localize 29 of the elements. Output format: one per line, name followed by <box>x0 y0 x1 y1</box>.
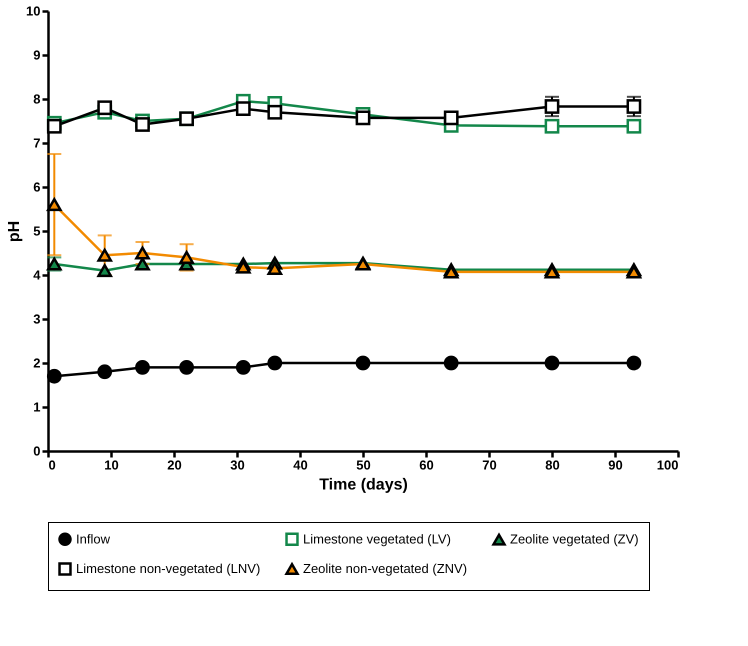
legend-label: Zeolite non-vegetated (ZNV) <box>303 561 468 576</box>
x-tick-label: 100 <box>656 458 678 472</box>
x-tick-label: 90 <box>608 458 623 472</box>
x-tick-label: 30 <box>230 458 245 472</box>
x-tick-label: 60 <box>419 458 434 472</box>
y-axis-title: pH <box>6 220 24 242</box>
y-tick-label: 2 <box>33 356 40 370</box>
legend-label: Limestone vegetated (LV) <box>303 531 451 546</box>
y-tick-label: 5 <box>33 224 40 238</box>
x-tick-label: 0 <box>48 458 56 472</box>
y-tick-label: 6 <box>33 180 40 194</box>
y-tick-label: 4 <box>33 268 42 282</box>
legend-label: Limestone non-vegetated (LNV) <box>76 561 260 576</box>
y-tick-label: 1 <box>33 400 40 414</box>
y-tick-label: 3 <box>33 312 40 326</box>
x-tick-label: 20 <box>167 458 182 472</box>
x-tick-label: 40 <box>293 458 308 472</box>
x-tick-label: 50 <box>356 458 371 472</box>
x-tick-label: 80 <box>545 458 560 472</box>
y-tick-label: 8 <box>33 92 40 106</box>
y-tick-label: 10 <box>26 4 40 18</box>
y-tick-label: 9 <box>33 48 40 62</box>
legend-label: Zeolite vegetated (ZV) <box>510 532 639 547</box>
x-axis-title: Time (days) <box>319 476 408 494</box>
legend-label: Inflow <box>76 531 111 546</box>
x-tick-label: 10 <box>104 458 119 472</box>
y-tick-label: 7 <box>33 136 40 150</box>
x-tick-label: 70 <box>482 458 497 472</box>
y-tick-label: 0 <box>33 444 40 458</box>
